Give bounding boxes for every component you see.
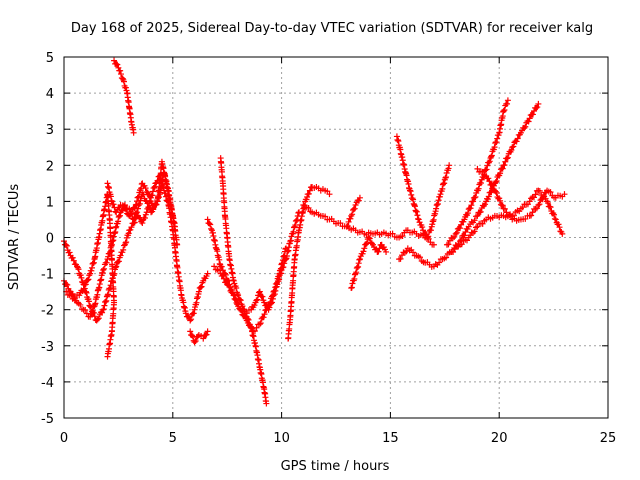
y-tick-label: -4 <box>41 376 54 391</box>
plus-marks <box>343 194 363 230</box>
plus-marks <box>63 191 118 360</box>
data-points <box>61 57 568 407</box>
x-tick-label: 5 <box>169 431 177 446</box>
y-tick-label: -3 <box>41 340 54 355</box>
axis-ticks: 0 5 10 15 20 25 -5 -4 -3 -2 -1 0 1 2 3 4 5 <box>41 51 616 446</box>
plus-marks <box>211 245 289 335</box>
plus-marks <box>61 173 211 324</box>
plus-marks <box>443 97 511 248</box>
y-tick-label: 3 <box>46 123 54 138</box>
plus-marks <box>393 133 453 241</box>
x-tick-label: 15 <box>382 431 399 446</box>
series-s13 <box>348 234 390 292</box>
x-tick-label: 20 <box>491 431 508 446</box>
x-axis-label: GPS time / hours <box>281 459 390 474</box>
y-tick-label: 1 <box>46 195 54 210</box>
series-s6 <box>187 328 211 346</box>
series-s7 <box>204 209 303 317</box>
series-s16 <box>443 97 511 248</box>
series-s4 <box>111 57 137 136</box>
y-tick-label: 0 <box>46 232 54 247</box>
series-s14 <box>393 133 453 241</box>
plus-marks <box>348 234 390 292</box>
plus-marks <box>187 328 211 346</box>
series-s12 <box>343 194 363 230</box>
x-tick-label: 25 <box>600 431 617 446</box>
x-tick-label: 0 <box>60 431 68 446</box>
plus-marks <box>104 158 178 230</box>
x-tick-label: 10 <box>273 431 290 446</box>
y-tick-label: -5 <box>41 412 54 427</box>
y-tick-label: -2 <box>41 304 54 319</box>
y-tick-label: 5 <box>46 51 54 66</box>
series-s1 <box>61 173 211 324</box>
series-s5 <box>104 158 178 230</box>
y-axis-label: SDTVAR / TECUs <box>7 184 22 291</box>
y-tick-label: 4 <box>46 87 54 102</box>
plus-marks <box>111 57 137 136</box>
chart-title: Day 168 of 2025, Sidereal Day-to-day VTE… <box>71 21 593 36</box>
plus-marks <box>204 209 303 317</box>
plus-marks <box>474 165 568 224</box>
grid <box>64 57 608 418</box>
plus-marks <box>448 100 542 255</box>
y-tick-label: -1 <box>41 268 54 283</box>
series-s3 <box>63 191 118 360</box>
series-s17 <box>448 100 542 255</box>
series-s18 <box>474 165 568 224</box>
y-tick-label: 2 <box>46 159 54 174</box>
series-s9 <box>211 245 289 335</box>
